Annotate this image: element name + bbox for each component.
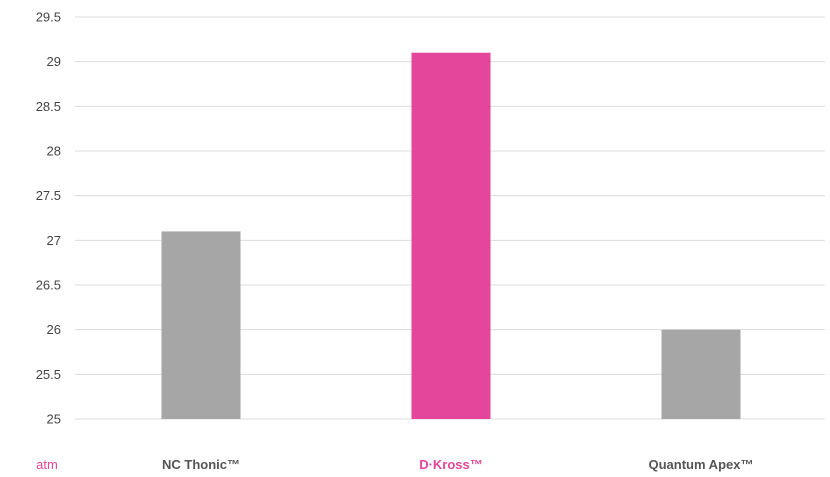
y-tick-label: 29 <box>47 54 61 69</box>
y-tick-label: 25.5 <box>36 367 61 382</box>
bar <box>411 52 491 419</box>
unit-label: atm <box>36 457 58 472</box>
y-tick-label: 25 <box>47 412 61 427</box>
bar <box>661 329 741 419</box>
y-axis-tick-labels: 25 25.5 26 26.5 27 27.5 28 28.5 29 29.5 <box>36 10 61 427</box>
category-label: Quantum Apex™ <box>649 457 754 472</box>
y-tick-label: 28.5 <box>36 99 61 114</box>
category-label: D·Kross™ <box>419 457 483 472</box>
y-tick-label: 27 <box>47 233 61 248</box>
bars <box>161 52 741 419</box>
y-tick-label: 28 <box>47 144 61 159</box>
y-tick-label: 26.5 <box>36 278 61 293</box>
x-axis-category-labels: NC Thonic™ D·Kross™ Quantum Apex™ <box>162 457 753 472</box>
y-tick-label: 27.5 <box>36 188 61 203</box>
y-tick-label: 26 <box>47 322 61 337</box>
category-label: NC Thonic™ <box>162 457 240 472</box>
bar <box>161 231 241 419</box>
y-tick-label: 29.5 <box>36 10 61 25</box>
